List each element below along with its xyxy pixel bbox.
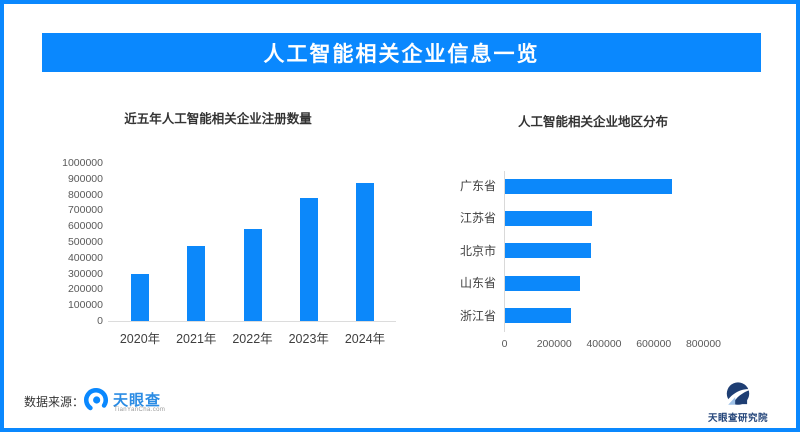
bar-广东省: [505, 178, 672, 194]
y-tick-label: 0: [97, 315, 103, 327]
y-category-label: 浙江省: [459, 308, 496, 323]
x-axis-line: [108, 321, 396, 322]
y-category-label: 广东省: [459, 179, 496, 193]
x-category-label: 2023年: [288, 332, 329, 346]
tianyancha-logo-text: 天眼查: [113, 392, 162, 409]
y-tick-label: 200000: [67, 283, 103, 296]
y-category-label: 江苏省: [459, 211, 496, 226]
x-tick-label: 200000: [536, 338, 572, 350]
x-tick-label: 0: [501, 338, 508, 350]
y-tick-label: 300000: [67, 267, 103, 280]
research-institute-icon: [702, 381, 774, 409]
x-tick-label: 800000: [685, 338, 722, 350]
y-tick-label: 800000: [67, 188, 103, 201]
page-title-banner: 人工智能相关企业信息一览: [42, 33, 761, 72]
tianyancha-logo-subtext: TianYanCha.com: [114, 407, 166, 413]
bar-北京市: [505, 243, 591, 259]
x-tick-label: 400000: [586, 338, 622, 350]
y-tick-label: 900000: [67, 172, 103, 185]
left-chart-title: 近五年人工智能相关企业注册数量: [124, 112, 312, 126]
bar-山东省: [505, 275, 580, 291]
data-source-label: 数据来源：: [24, 395, 85, 409]
y-category-label: 北京市: [459, 243, 496, 258]
tianyancha-eye-icon: [83, 387, 109, 418]
tianyancha-logo: 天眼查 TianYanCha.com: [83, 387, 166, 418]
y-category-label: 山东省: [459, 276, 496, 291]
y-tick-label: 400000: [67, 251, 103, 264]
bar-2024年: [356, 182, 374, 321]
y-tick-label: 1000000: [62, 157, 103, 169]
bar-江苏省: [505, 210, 593, 226]
bar-浙江省: [505, 308, 571, 324]
y-tick-label: 600000: [67, 220, 103, 233]
page-title: 人工智能相关企业信息一览: [263, 42, 540, 66]
y-tick-label: 700000: [67, 204, 103, 217]
research-institute-logo-text: 天眼查研究院: [707, 413, 768, 424]
x-category-label: 2024年: [344, 332, 386, 346]
y-tick-label: 500000: [67, 236, 103, 248]
bar-2020年: [131, 273, 149, 321]
bar-2022年: [243, 228, 262, 321]
y-axis-line: [504, 171, 505, 332]
x-category-label: 2020年: [119, 332, 161, 346]
right-chart-title: 人工智能相关企业地区分布: [517, 115, 668, 129]
x-tick-label: 600000: [636, 338, 672, 350]
research-institute-logo: 天眼查研究院: [702, 381, 774, 424]
y-tick-label: 100000: [67, 299, 103, 312]
x-category-label: 2022年: [232, 332, 273, 346]
x-category-label: 2021年: [176, 332, 217, 346]
bar-2021年: [187, 245, 206, 321]
bar-2023年: [299, 197, 318, 321]
